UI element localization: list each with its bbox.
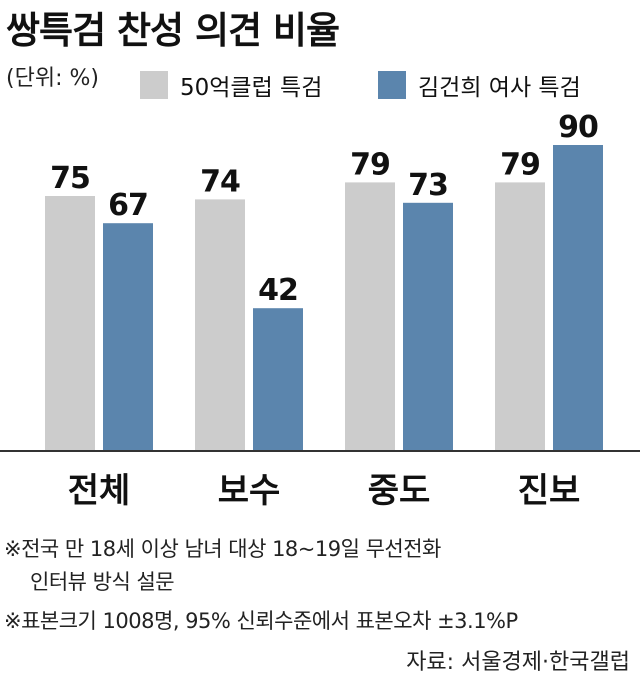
note-1: ※전국 만 18세 이상 남녀 대상 18~19일 무선전화	[4, 537, 441, 561]
bar-2-4	[553, 145, 603, 451]
data-label-1-4: 79	[500, 147, 540, 182]
data-label-2-3: 73	[408, 168, 448, 203]
data-label-1-2: 74	[200, 164, 240, 199]
category-label-2: 보수	[218, 471, 281, 511]
unit-label: (단위: %)	[6, 66, 99, 91]
note-3: ※표본크기 1008명, 95% 신뢰수준에서 표본오차 ±3.1%P	[4, 609, 518, 633]
legend-label-series2: 김건희 여사 특검	[418, 75, 581, 101]
legend-item-series2: 김건희 여사 특검	[378, 68, 581, 102]
bar-2-2	[253, 308, 303, 451]
bar-chart: 75 67 전체 74 42 보수 79 73 중도 79 90 진보	[0, 110, 640, 511]
note-2: 인터뷰 방식 설문	[30, 570, 175, 594]
data-label-2-4: 90	[558, 110, 598, 145]
data-label-2-1: 67	[108, 188, 148, 223]
legend-label-series1: 50억클럽 특검	[180, 75, 323, 101]
category-label-3: 중도	[368, 471, 431, 511]
source-label: 자료: 서울경제·한국갤럽	[406, 650, 630, 675]
data-label-1-3: 79	[350, 147, 390, 182]
data-label-1-1: 75	[50, 161, 90, 196]
bar-2-3	[403, 202, 453, 451]
bar-1-2	[195, 199, 245, 451]
category-label-4: 진보	[518, 471, 581, 511]
bar-1-3	[345, 182, 395, 451]
category-label-1: 전체	[68, 471, 131, 511]
bar-1-1	[45, 196, 95, 451]
legend-swatch-series2	[378, 71, 406, 99]
legend-item-series1: 50억클럽 특검	[140, 68, 322, 102]
chart-title: 쌍특검 찬성 의견 비율	[6, 9, 340, 52]
data-label-2-2: 42	[258, 273, 298, 308]
bar-2-1	[103, 223, 153, 451]
legend-swatch-series1	[140, 71, 168, 99]
bar-1-4	[495, 182, 545, 451]
